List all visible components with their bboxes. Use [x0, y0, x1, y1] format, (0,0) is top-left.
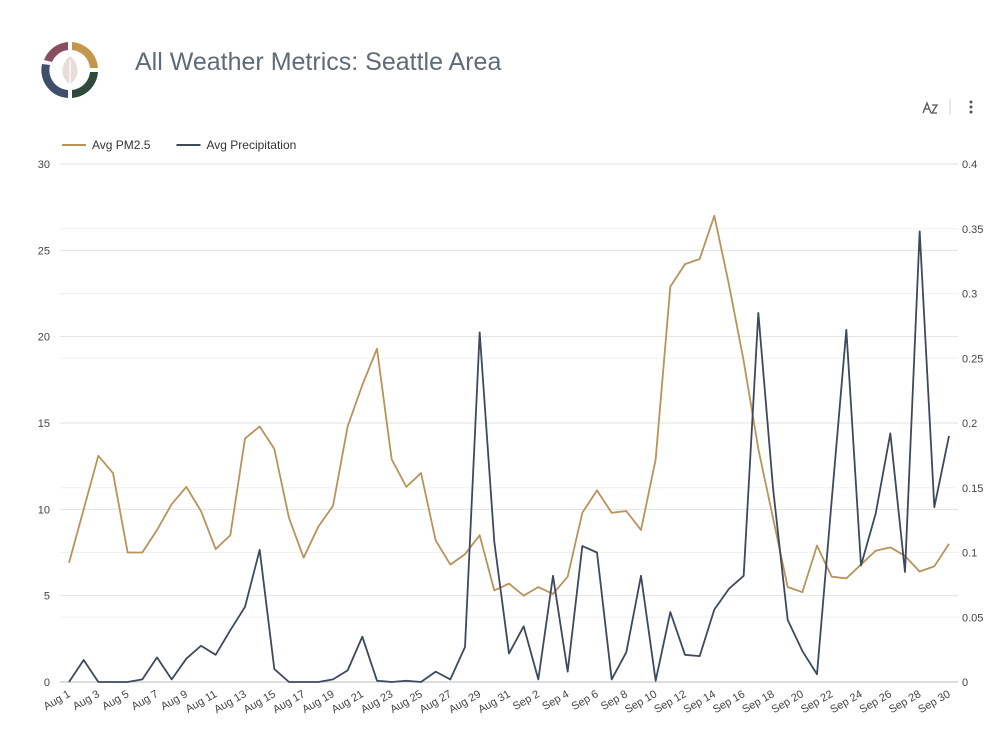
series-line	[68, 214, 950, 597]
x-tick-label: Sep 30	[916, 688, 952, 716]
sort-icon[interactable]	[922, 101, 939, 114]
x-tick-label: Aug 3	[71, 688, 102, 713]
y2-tick-label: 0.35	[962, 224, 983, 236]
y2-tick-label: 0.15	[962, 483, 983, 495]
y2-tick-label: 0.1	[962, 548, 977, 560]
y2-tick-label: 0.25	[962, 353, 983, 365]
x-tick-label: Aug 11	[184, 688, 219, 715]
x-tick-label: Sep 20	[770, 688, 806, 716]
y-tick-label: 25	[38, 245, 50, 257]
logo	[41, 42, 98, 98]
x-tick-label: Sep 2	[511, 688, 542, 713]
x-tick-label: Aug 25	[388, 688, 424, 716]
x-tick-label: Aug 13	[212, 688, 248, 716]
x-tick-label: Aug 5	[100, 688, 131, 713]
x-tick-label: Sep 22	[799, 688, 835, 716]
x-tick-label: Aug 15	[242, 688, 278, 716]
y2-tick-label: 0.4	[962, 159, 977, 171]
y-tick-label: 5	[44, 591, 50, 603]
legend-label: Avg Precipitation	[206, 138, 296, 152]
legend-label: Avg PM2.5	[92, 138, 151, 152]
x-tick-label: Sep 12	[652, 688, 688, 716]
x-tick-label: Sep 16	[711, 688, 747, 716]
y-tick-label: 30	[38, 159, 50, 171]
chart-title: All Weather Metrics: Seattle Area	[135, 48, 501, 76]
x-tick-label: Aug 31	[476, 688, 512, 716]
x-tick-label: Aug 21	[330, 688, 366, 716]
y2-tick-label: 0.2	[962, 418, 977, 430]
x-tick-label: Sep 18	[740, 688, 776, 716]
x-tick-label: Sep 4	[540, 688, 571, 713]
y2-tick-label: 0	[962, 677, 968, 689]
x-tick-label: Aug 19	[300, 688, 336, 716]
x-tick-label: Aug 7	[130, 688, 161, 713]
series-line	[68, 230, 950, 683]
y-tick-label: 10	[38, 504, 50, 516]
x-tick-label: Aug 1	[42, 688, 73, 713]
more-menu[interactable]	[969, 100, 973, 114]
x-tick-label: Sep 24	[828, 688, 864, 716]
x-tick-label: Sep 14	[682, 688, 718, 716]
x-tick-label: Aug 27	[418, 688, 454, 716]
y-tick-label: 15	[38, 418, 50, 430]
x-tick-label: Sep 6	[570, 688, 601, 713]
y-tick-label: 20	[38, 332, 50, 344]
x-tick-label: Aug 29	[447, 688, 483, 716]
x-tick-label: Sep 10	[623, 688, 659, 716]
x-tick-label: Sep 28	[887, 688, 923, 716]
x-tick-label: Aug 17	[271, 688, 307, 716]
y2-tick-label: 0.05	[962, 612, 983, 624]
y2-tick-label: 0.3	[962, 289, 977, 301]
y-tick-label: 0	[44, 677, 50, 689]
x-tick-label: Sep 26	[858, 688, 894, 716]
x-tick-label: Aug 23	[359, 688, 395, 716]
